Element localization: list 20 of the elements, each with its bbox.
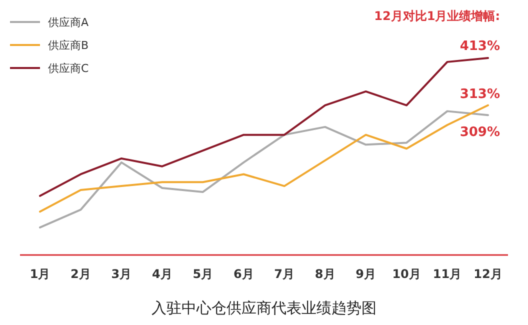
x-tick-label: 9月 [356,267,376,281]
annotation: 313% [460,87,500,102]
text: 入驻中心仓供应商代表业绩趋势图 [152,299,376,317]
x-tick-label: 2月 [70,267,91,281]
x-tick-label: 7月 [274,267,295,281]
x-tick-label: 6月 [233,267,254,281]
x-tick-label: 1月 [30,267,50,281]
text: 413% [460,39,500,54]
legend-label: 供应商B [48,39,89,52]
x-tick-label: 10月 [392,267,421,281]
x-tick-label: 3月 [111,267,132,281]
x-tick-label: 11月 [432,267,462,281]
legend-label: 供应商C [48,62,89,75]
text: 12月对比1月业绩增幅: [374,9,500,23]
annotation: 309% [460,125,500,140]
x-tick-label: 12月 [474,267,502,281]
x-tick-label: 8月 [314,267,336,281]
legend-label: 供应商A [48,16,89,29]
x-tick-label: 4月 [152,267,172,281]
x-tick-label: 5月 [192,267,214,281]
